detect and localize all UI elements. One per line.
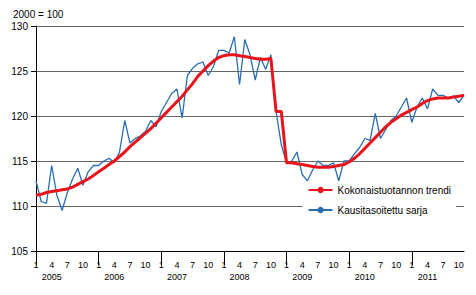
svg-text:1: 1: [221, 260, 226, 270]
svg-text:10: 10: [203, 260, 213, 270]
svg-text:2008: 2008: [230, 272, 250, 282]
svg-text:1: 1: [284, 260, 289, 270]
svg-text:4: 4: [112, 260, 117, 270]
svg-text:2009: 2009: [292, 272, 312, 282]
svg-text:7: 7: [378, 260, 383, 270]
svg-text:10: 10: [454, 260, 464, 270]
svg-text:2010: 2010: [355, 272, 375, 282]
svg-text:125: 125: [11, 66, 28, 77]
svg-text:10: 10: [266, 260, 276, 270]
svg-text:4: 4: [174, 260, 179, 270]
svg-text:1: 1: [347, 260, 352, 270]
svg-text:4: 4: [237, 260, 242, 270]
svg-text:1: 1: [33, 260, 38, 270]
svg-text:10: 10: [78, 260, 88, 270]
svg-text:2007: 2007: [167, 272, 187, 282]
svg-text:2011: 2011: [418, 272, 437, 282]
svg-text:1: 1: [96, 260, 101, 270]
svg-text:130: 130: [11, 21, 28, 32]
svg-text:7: 7: [127, 260, 132, 270]
svg-text:2005: 2005: [42, 272, 62, 282]
svg-text:7: 7: [441, 260, 446, 270]
svg-text:120: 120: [11, 111, 28, 122]
svg-text:4: 4: [49, 260, 54, 270]
svg-text:2006: 2006: [104, 272, 124, 282]
svg-text:7: 7: [190, 260, 195, 270]
svg-text:4: 4: [425, 260, 430, 270]
svg-text:7: 7: [253, 260, 258, 270]
svg-text:2000 = 100: 2000 = 100: [13, 9, 64, 20]
svg-text:Kausitasoitettu sarja: Kausitasoitettu sarja: [338, 205, 428, 216]
svg-text:115: 115: [12, 156, 28, 167]
svg-text:7: 7: [315, 260, 320, 270]
svg-text:4: 4: [362, 260, 367, 270]
svg-text:105: 105: [11, 246, 28, 257]
svg-text:110: 110: [12, 201, 28, 212]
svg-text:10: 10: [391, 260, 401, 270]
svg-text:10: 10: [329, 260, 339, 270]
svg-text:1: 1: [159, 260, 164, 270]
svg-text:Kokonaistuotannon trendi: Kokonaistuotannon trendi: [338, 185, 451, 196]
svg-text:7: 7: [65, 260, 70, 270]
svg-text:10: 10: [141, 260, 151, 270]
svg-text:4: 4: [300, 260, 305, 270]
svg-text:1: 1: [409, 260, 414, 270]
